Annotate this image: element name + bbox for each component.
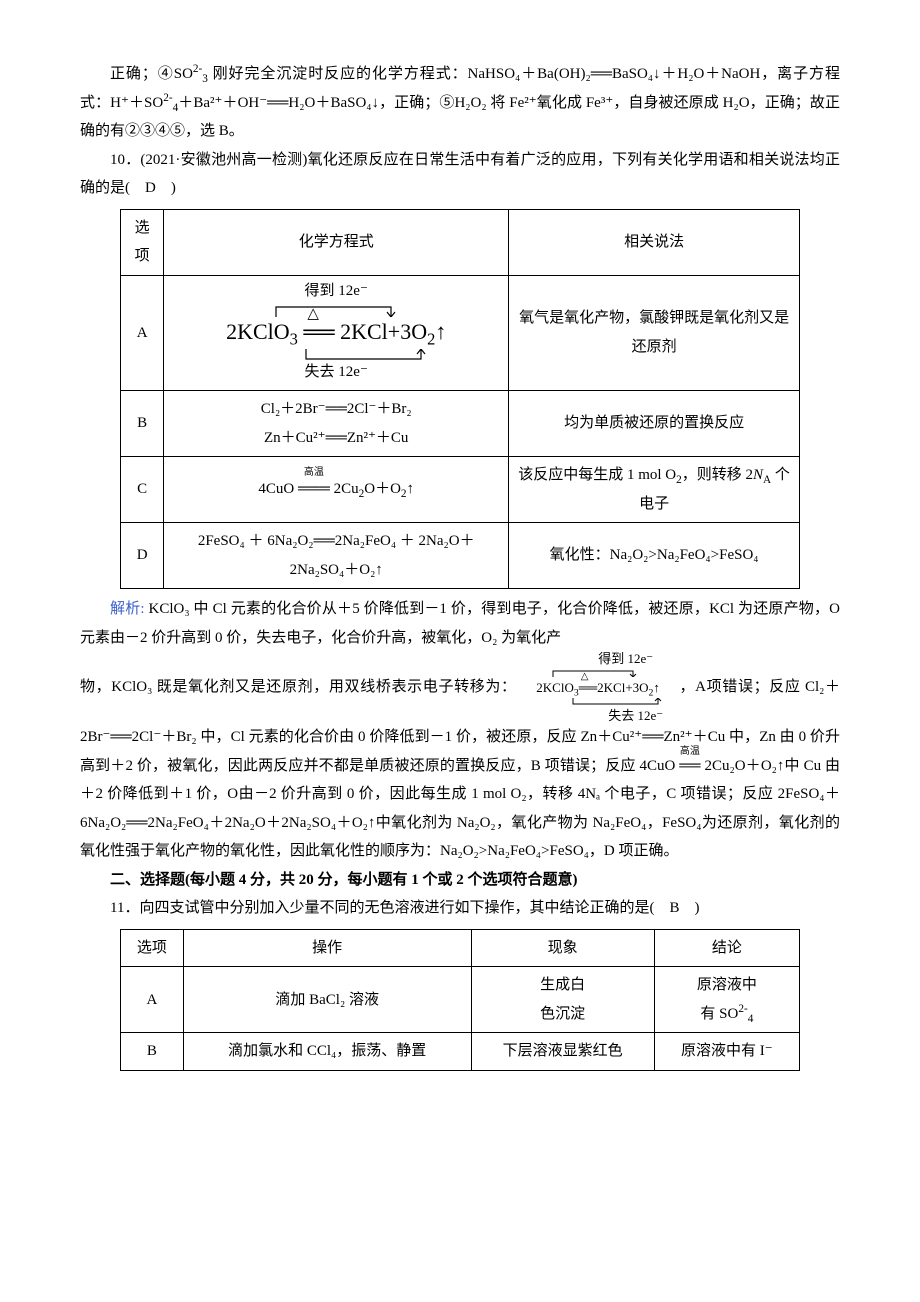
statement-c: 该反应中每生成 1 mol O2，则转移 2NA 个电子: [509, 457, 800, 523]
statement-b: 均为单质被还原的置换反应: [509, 391, 800, 457]
analysis-10-part2: 物，KClO₃ 既是氧化剂又是还原剂，用双线桥表示电子转移为： 得到 12e⁻ …: [80, 652, 840, 866]
equals-cond: 高温 ══: [679, 752, 700, 781]
equals-cond: △ ══: [303, 321, 334, 343]
option-a: A: [121, 967, 184, 1033]
question-11-stem: 11．向四支试管中分别加入少量不同的无色溶液进行如下操作，其中结论正确的是( B…: [80, 894, 840, 923]
text: 生成白: [480, 971, 646, 1000]
text: 正确；④SO: [110, 66, 193, 82]
bridge-top-label: 得到 12e⁻: [226, 284, 446, 299]
option-d: D: [121, 523, 164, 589]
bridge-bottom-icon: [236, 349, 436, 361]
equation-b: Cl₂＋2Br⁻══2Cl⁻＋Br₂ Zn＋Cu²⁺══Zn²⁺＋Cu: [164, 391, 509, 457]
conclusion-a: 原溶液中 有 SO2-4: [654, 967, 799, 1033]
text: ＋Ba²⁺＋OH⁻══H₂O＋BaSO₄↓，正确；⑤H₂O₂ 将 Fe²⁺氧化成…: [80, 95, 840, 140]
text: 有 SO2-4: [663, 1000, 791, 1029]
bridge-top-icon: [523, 669, 673, 677]
formula: 2KClO3: [226, 319, 298, 344]
formula: Cl₂＋2Br⁻══2Cl⁻＋Br₂: [172, 395, 500, 424]
delta-icon: △: [307, 307, 319, 322]
sub: 4: [748, 1013, 754, 1025]
equation-a: 得到 12e⁻ 2KClO3 △ ══ 2KCl+3O2↑: [164, 275, 509, 391]
table-header-option: 选项: [121, 929, 184, 967]
option-b: B: [121, 391, 164, 457]
section-2-heading: 二、选择题(每小题 4 分，共 20 分，每小题有 1 个或 2 个选项符合题意…: [80, 866, 840, 895]
conclusion-b: 原溶液中有 I⁻: [654, 1033, 799, 1071]
delta-icon: △: [581, 671, 589, 682]
equals-line: ══: [303, 319, 334, 344]
bridge-top-label: 得到 12e⁻: [523, 652, 673, 666]
statement-d: 氧化性：Na₂O₂>Na₂FeO₄>FeSO₄: [509, 523, 800, 589]
question-10-stem: 10．(2021·安徽池州高一检测)氧化还原反应在日常生活中有着广泛的应用，下列…: [80, 146, 840, 203]
analysis-label: 解析:: [110, 601, 148, 617]
formula: Zn＋Cu²⁺══Zn²⁺＋Cu: [172, 424, 500, 453]
inline-bridge-diagram: 得到 12e⁻ 2KClO3△══2KCl+3O2↑ 失去 12e⁻: [523, 652, 673, 723]
equation-text: 2KClO3△══2KCl+3O2↑: [523, 681, 673, 695]
statement-a: 氧气是氧化产物，氯酸钾既是氧化剂又是还原剂: [509, 275, 800, 391]
equals-cond: 高温 ═══: [298, 475, 330, 504]
equation-c: 4CuO 高温 ═══ 2Cu2O＋O2↑: [164, 457, 509, 523]
phenomenon-b: 下层溶液显紫红色: [471, 1033, 654, 1071]
equation-text: 2KClO3 △ ══ 2KCl+3O2↑: [226, 321, 446, 343]
table-header-statement: 相关说法: [509, 209, 800, 275]
text: 有 SO: [700, 1006, 738, 1022]
equation-d: 2FeSO₄ ＋ 6Na₂O₂══2Na₂FeO₄ ＋ 2Na₂O＋2Na₂SO…: [164, 523, 509, 589]
formula: 2Cu2O＋O2↑: [334, 481, 414, 497]
text: KClO₃ 中 Cl 元素的化合价从＋5 价降低到－1 价，得到电子，化合价降低…: [80, 601, 840, 646]
operation-a: 滴加 BaCl₂ 溶液: [183, 967, 471, 1033]
formula: 2KCl+3O2↑: [340, 319, 446, 344]
question-10-table: 选项 化学方程式 相关说法 A 得到 12e⁻ 2KClO3 △ ══ 2KCl…: [120, 209, 800, 590]
paragraph-continuation: 正确；④SO2-3 刚好完全沉淀时反应的化学方程式：NaHSO₄＋Ba(OH)₂…: [80, 60, 840, 146]
option-a: A: [121, 275, 164, 391]
bridge-top-icon: [236, 305, 436, 317]
condition-label: 高温: [298, 463, 330, 482]
formula: 4CuO: [258, 481, 298, 497]
equals-line: ═══: [298, 481, 330, 497]
bridge-bottom-label: 失去 12e⁻: [523, 709, 673, 723]
analysis-10-part1: 解析: KClO₃ 中 Cl 元素的化合价从＋5 价降低到－1 价，得到电子，化…: [80, 595, 840, 652]
phenomenon-a: 生成白 色沉淀: [471, 967, 654, 1033]
bold-text: 二、选择题(每小题 4 分，共 20 分，每小题有 1 个或 2 个选项符合题意…: [110, 872, 578, 888]
text: 物，KClO₃ 既是氧化剂又是还原剂，用双线桥表示电子转移为：: [80, 679, 517, 695]
sup: 2-: [738, 1003, 747, 1015]
table-header-operation: 操作: [183, 929, 471, 967]
table-header-option: 选项: [121, 209, 164, 275]
sup: 2-: [163, 92, 172, 104]
question-11-table: 选项 操作 现象 结论 A 滴加 BaCl₂ 溶液 生成白 色沉淀 原溶液中 有…: [120, 929, 800, 1071]
table-header-conclusion: 结论: [654, 929, 799, 967]
bridge-bottom-label: 失去 12e⁻: [226, 365, 446, 380]
condition-label: 高温: [679, 742, 700, 761]
option-b: B: [121, 1033, 184, 1071]
table-header-equation: 化学方程式: [164, 209, 509, 275]
operation-b: 滴加氯水和 CCl₄，振荡、静置: [183, 1033, 471, 1071]
text: 色沉淀: [480, 1000, 646, 1029]
text: 该反应中每生成 1 mol O2，则转移 2NA 个电子: [518, 467, 790, 512]
table-header-phenomenon: 现象: [471, 929, 654, 967]
option-c: C: [121, 457, 164, 523]
bridge-bottom-icon: [523, 698, 673, 706]
text: 原溶液中: [663, 971, 791, 1000]
sup: 2-: [193, 63, 202, 75]
